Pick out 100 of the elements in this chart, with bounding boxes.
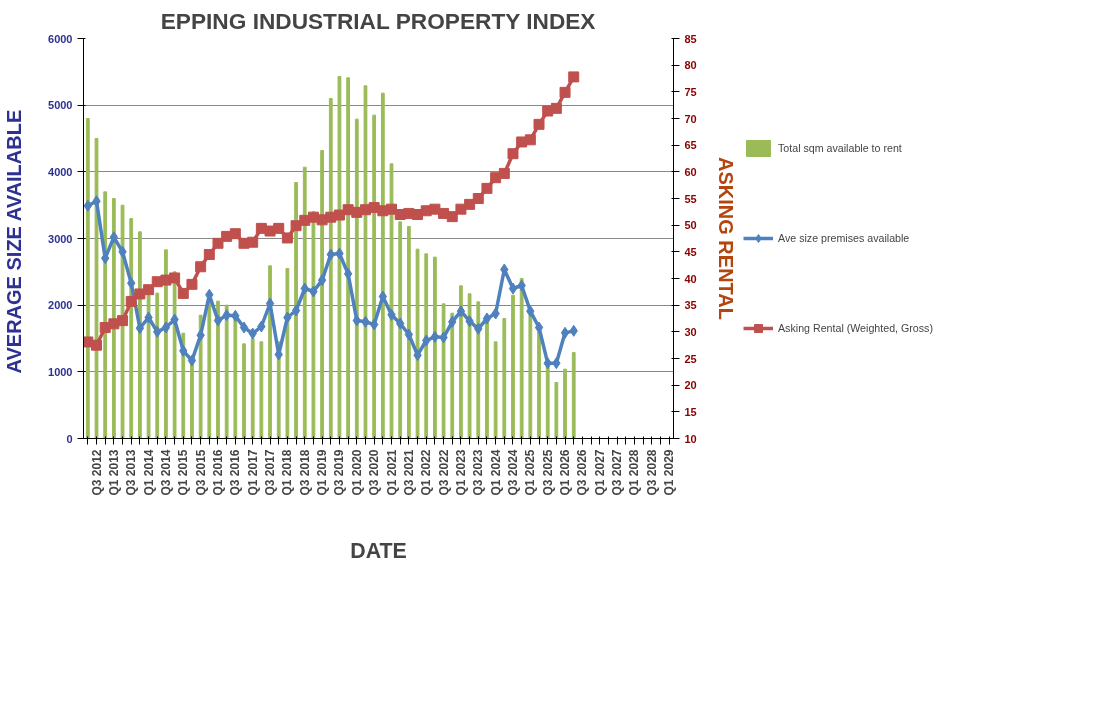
y2-tick-label: 80 (684, 59, 697, 72)
bar (511, 294, 515, 439)
point (317, 274, 327, 287)
bar (441, 303, 446, 439)
bar (424, 253, 429, 439)
point (498, 167, 510, 179)
y-tick-label: 6000 (48, 32, 73, 45)
point (481, 182, 493, 194)
bar (450, 312, 455, 439)
point (239, 321, 249, 334)
y-tick-label: 4000 (48, 165, 73, 178)
bar (571, 352, 576, 439)
x-axis-title: DATE (350, 538, 407, 563)
x-tick-label: Q1 2024 (488, 449, 503, 496)
chart-title: EPPING INDUSTRIAL PROPERTY INDEX (160, 7, 596, 34)
x-tick-label: Q3 2017 (263, 449, 278, 496)
point (186, 278, 198, 290)
y-tick-label: 1000 (48, 365, 73, 378)
bar (311, 211, 316, 439)
bar (389, 163, 394, 439)
bar (354, 118, 359, 439)
x-tick-label: Q1 2021 (384, 449, 399, 496)
point (290, 220, 302, 232)
y2-tick-label: 70 (684, 112, 697, 125)
point (281, 232, 293, 244)
x-tick-label: Q3 2015 (193, 449, 208, 496)
x-tick-label: Q1 2013 (106, 449, 121, 496)
point (125, 295, 137, 307)
x-tick-label: Q3 2016 (228, 449, 243, 496)
y2-tick-label: 60 (684, 165, 697, 178)
y2-axis-title: ASKING RENTAL (714, 157, 737, 320)
bar (328, 98, 333, 439)
bar (155, 292, 160, 439)
y2-tick-label: 35 (684, 299, 697, 312)
x-tick-label: Q3 2024 (505, 449, 520, 496)
bar (467, 293, 472, 439)
bar (224, 304, 229, 439)
point (343, 267, 353, 280)
point (91, 339, 103, 351)
y-tick-label: 3000 (48, 232, 73, 245)
bar (563, 368, 567, 439)
x-tick-label: Q3 2022 (436, 449, 451, 496)
point (213, 314, 223, 327)
bar (398, 221, 403, 439)
bar (372, 114, 377, 439)
bar (554, 382, 559, 439)
point (203, 249, 215, 260)
point (446, 211, 458, 223)
point (464, 198, 476, 210)
point (524, 134, 536, 146)
x-tick-label: Q3 2028 (644, 449, 659, 496)
point (212, 237, 224, 249)
x-tick-label: Q1 2022 (419, 449, 434, 496)
x-tick-label: Q3 2014 (158, 449, 173, 496)
point (508, 282, 518, 295)
bar (285, 268, 290, 439)
bar (146, 294, 151, 439)
bar (433, 256, 437, 439)
x-tick-label: Q1 2018 (280, 449, 295, 496)
y2-tick-label: 40 (684, 272, 697, 285)
bar (337, 76, 342, 439)
bar (380, 92, 385, 439)
point (533, 118, 545, 130)
point (161, 321, 171, 334)
x-tick-label: Q1 2020 (349, 449, 364, 496)
bar (242, 343, 246, 439)
x-tick-label: Q1 2028 (627, 449, 642, 496)
y2-tick-label: 25 (684, 352, 697, 365)
point (187, 354, 197, 367)
y-axis-title: AVERAGE SIZE AVAILABLE (3, 109, 26, 374)
y2-tick-label: 10 (684, 432, 697, 445)
point (456, 305, 466, 318)
x-tick-label: Q3 2013 (124, 449, 139, 496)
point (117, 315, 129, 327)
point (559, 86, 571, 98)
bar (320, 150, 324, 439)
x-tick-label: Q1 2026 (558, 449, 573, 496)
bar (250, 338, 255, 439)
bar (476, 301, 481, 439)
bar (459, 285, 463, 439)
bar (519, 278, 524, 439)
x-tick-label: Q3 2027 (610, 449, 625, 496)
x-tick-label: Q3 2021 (401, 449, 416, 496)
y2-tick-label: 15 (684, 405, 697, 418)
x-tick-label: Q3 2012 (89, 449, 104, 496)
x-tick-label: Q1 2027 (592, 449, 607, 496)
point (534, 321, 544, 334)
x-tick-label: Q3 2026 (575, 449, 590, 496)
point (247, 236, 259, 248)
legend-label: Ave size premises available (778, 232, 910, 244)
bar (545, 366, 550, 439)
y2-tick-label: 45 (684, 245, 697, 258)
y-tick-label: 5000 (48, 99, 73, 112)
point (333, 209, 345, 221)
point (229, 228, 241, 240)
point (404, 328, 414, 341)
bar (502, 318, 507, 439)
y2-tick-label: 85 (684, 32, 697, 45)
point (386, 203, 398, 215)
point (135, 322, 145, 335)
